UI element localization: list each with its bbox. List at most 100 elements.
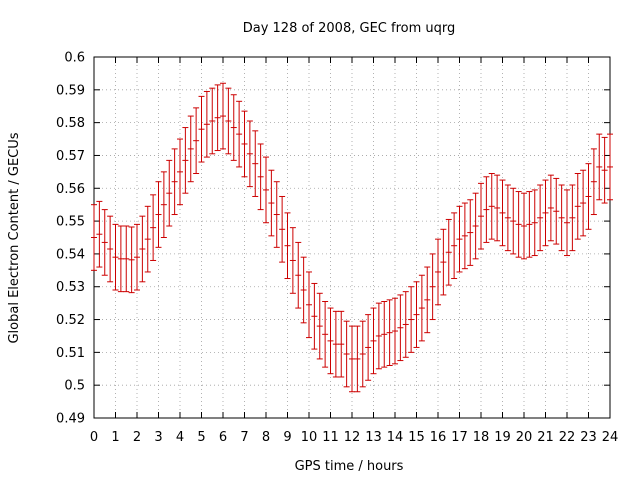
error-bar — [564, 189, 570, 257]
error-bar — [440, 228, 447, 296]
error-bar — [220, 82, 226, 150]
y-axis-label: Global Electron Content / GECUs — [7, 132, 22, 343]
x-tick-label: 15 — [408, 430, 425, 445]
error-bar — [386, 299, 393, 366]
error-bar — [461, 202, 468, 270]
error-bar — [316, 292, 323, 360]
x-tick-label: 3 — [154, 430, 162, 445]
error-bar — [338, 310, 345, 378]
y-tick-label: 0.52 — [56, 313, 85, 328]
x-tick-label: 21 — [537, 430, 554, 445]
x-tick-label: 9 — [283, 430, 291, 445]
error-bar — [182, 127, 189, 194]
y-tick-label: 0.6 — [64, 51, 85, 66]
error-bar — [155, 181, 162, 248]
error-bar — [311, 282, 318, 350]
x-tick-label: 11 — [322, 430, 339, 445]
error-bar — [322, 300, 329, 368]
error-bar — [139, 215, 146, 283]
error-bar — [494, 174, 501, 242]
x-tick-label: 16 — [430, 430, 447, 445]
error-bars — [91, 82, 613, 393]
error-bar — [134, 223, 140, 291]
y-tick-label: 0.55 — [56, 215, 85, 230]
error-bar — [225, 87, 232, 155]
x-tick-label: 23 — [580, 430, 597, 445]
error-bar — [214, 84, 221, 152]
error-bar — [295, 241, 302, 309]
error-bar — [166, 159, 173, 227]
error-bar — [596, 133, 603, 201]
error-bar — [187, 115, 194, 183]
x-tick-label: 0 — [90, 430, 98, 445]
error-bar — [252, 130, 259, 197]
error-bar — [424, 266, 431, 334]
error-bar — [467, 199, 474, 266]
x-tick-label: 19 — [494, 430, 511, 445]
error-bar — [553, 177, 560, 245]
error-bar — [521, 192, 527, 260]
y-tick-label: 0.58 — [56, 116, 85, 131]
error-bar — [263, 156, 269, 224]
error-bar — [193, 107, 200, 175]
error-bar — [601, 136, 608, 204]
y-tick-label: 0.56 — [56, 182, 85, 197]
error-bar — [558, 184, 565, 252]
error-bar — [349, 325, 355, 393]
error-bar — [177, 138, 183, 206]
error-bar — [128, 226, 135, 294]
error-bar — [547, 174, 554, 242]
error-bar — [402, 291, 409, 358]
error-bar — [209, 87, 216, 155]
error-bar — [499, 179, 506, 247]
y-tick-label: 0.59 — [56, 83, 85, 98]
error-bar — [236, 100, 243, 168]
y-tick-labels: 0.49 0.5 0.51 0.52 0.53 0.54 0.55 0.56 0.57 0.58 0… — [56, 51, 85, 427]
error-bar — [392, 297, 398, 365]
x-tick-label: 14 — [387, 430, 404, 445]
y-tick-label: 0.57 — [56, 149, 85, 164]
error-bar — [397, 294, 404, 362]
error-bar — [370, 307, 377, 375]
error-bar — [150, 194, 157, 261]
y-tick-label: 0.5 — [64, 379, 85, 394]
x-tick-label: 20 — [516, 430, 533, 445]
error-bar — [112, 223, 119, 291]
error-bar — [289, 227, 296, 294]
error-bar — [241, 110, 248, 178]
error-bar — [574, 173, 581, 240]
error-bar — [515, 191, 522, 258]
error-bar — [542, 179, 549, 247]
error-bar — [257, 143, 264, 211]
error-bar — [472, 192, 479, 260]
x-tick-label: 17 — [451, 430, 468, 445]
error-bar — [456, 205, 463, 273]
error-bar — [354, 325, 361, 393]
error-bar — [171, 148, 178, 216]
error-bar — [435, 238, 441, 306]
axis-ticks — [93, 56, 611, 419]
y-tick-label: 0.49 — [56, 412, 85, 427]
x-tick-label: 22 — [559, 430, 576, 445]
x-tick-label: 10 — [301, 430, 318, 445]
error-bar — [413, 281, 420, 348]
x-tick-label: 8 — [262, 430, 270, 445]
error-bar — [580, 169, 587, 237]
error-bar — [537, 184, 544, 252]
error-bar — [327, 307, 334, 375]
error-bar — [429, 253, 436, 321]
error-bar — [531, 189, 538, 257]
error-bar — [359, 320, 366, 388]
error-bar — [91, 204, 97, 271]
x-tick-label: 2 — [133, 430, 141, 445]
x-tick-label: 7 — [240, 430, 248, 445]
error-bar — [117, 225, 124, 293]
error-bar — [101, 209, 108, 276]
error-bar — [144, 205, 151, 273]
error-bar — [445, 218, 452, 286]
error-bar — [590, 148, 597, 216]
error-bar — [408, 286, 415, 353]
error-bar — [343, 320, 350, 388]
error-bar — [510, 187, 517, 255]
